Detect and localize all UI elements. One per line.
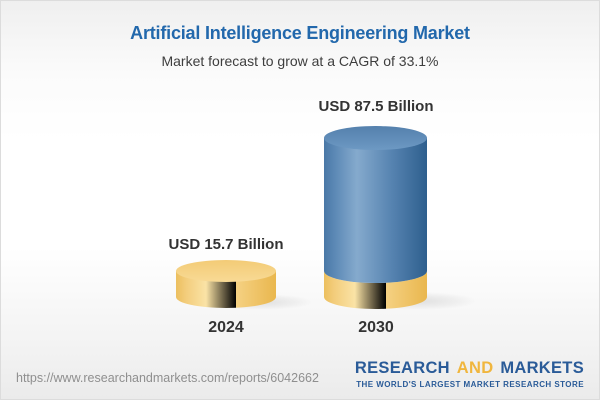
logo-word-and: AND <box>456 359 494 377</box>
bar-2024 <box>176 260 276 308</box>
page-subtitle: Market forecast to grow at a CAGR of 33.… <box>161 53 439 69</box>
page-title: Artificial Intelligence Engineering Mark… <box>130 23 470 43</box>
logo-word-research: RESEARCH <box>354 359 450 377</box>
bar-2030 <box>324 126 427 309</box>
category-label-2024: 2024 <box>208 319 244 336</box>
logo-word-markets: MARKETS <box>500 359 584 377</box>
report-url: https://www.researchandmarkets.com/repor… <box>16 371 319 385</box>
category-label-2030: 2030 <box>358 319 394 336</box>
logo-wordmark: RESEARCH AND MARKETS <box>355 360 584 377</box>
logo-tagline: THE WORLD'S LARGEST MARKET RESEARCH STOR… <box>356 379 584 389</box>
value-label-2024: USD 15.7 Billion <box>168 236 284 253</box>
research-and-markets-logo: RESEARCH AND MARKETS THE WORLD'S LARGEST… <box>355 360 584 389</box>
header: Artificial Intelligence Engineering Mark… <box>1 1 599 69</box>
value-label-2030: USD 87.5 Billion <box>318 98 434 115</box>
